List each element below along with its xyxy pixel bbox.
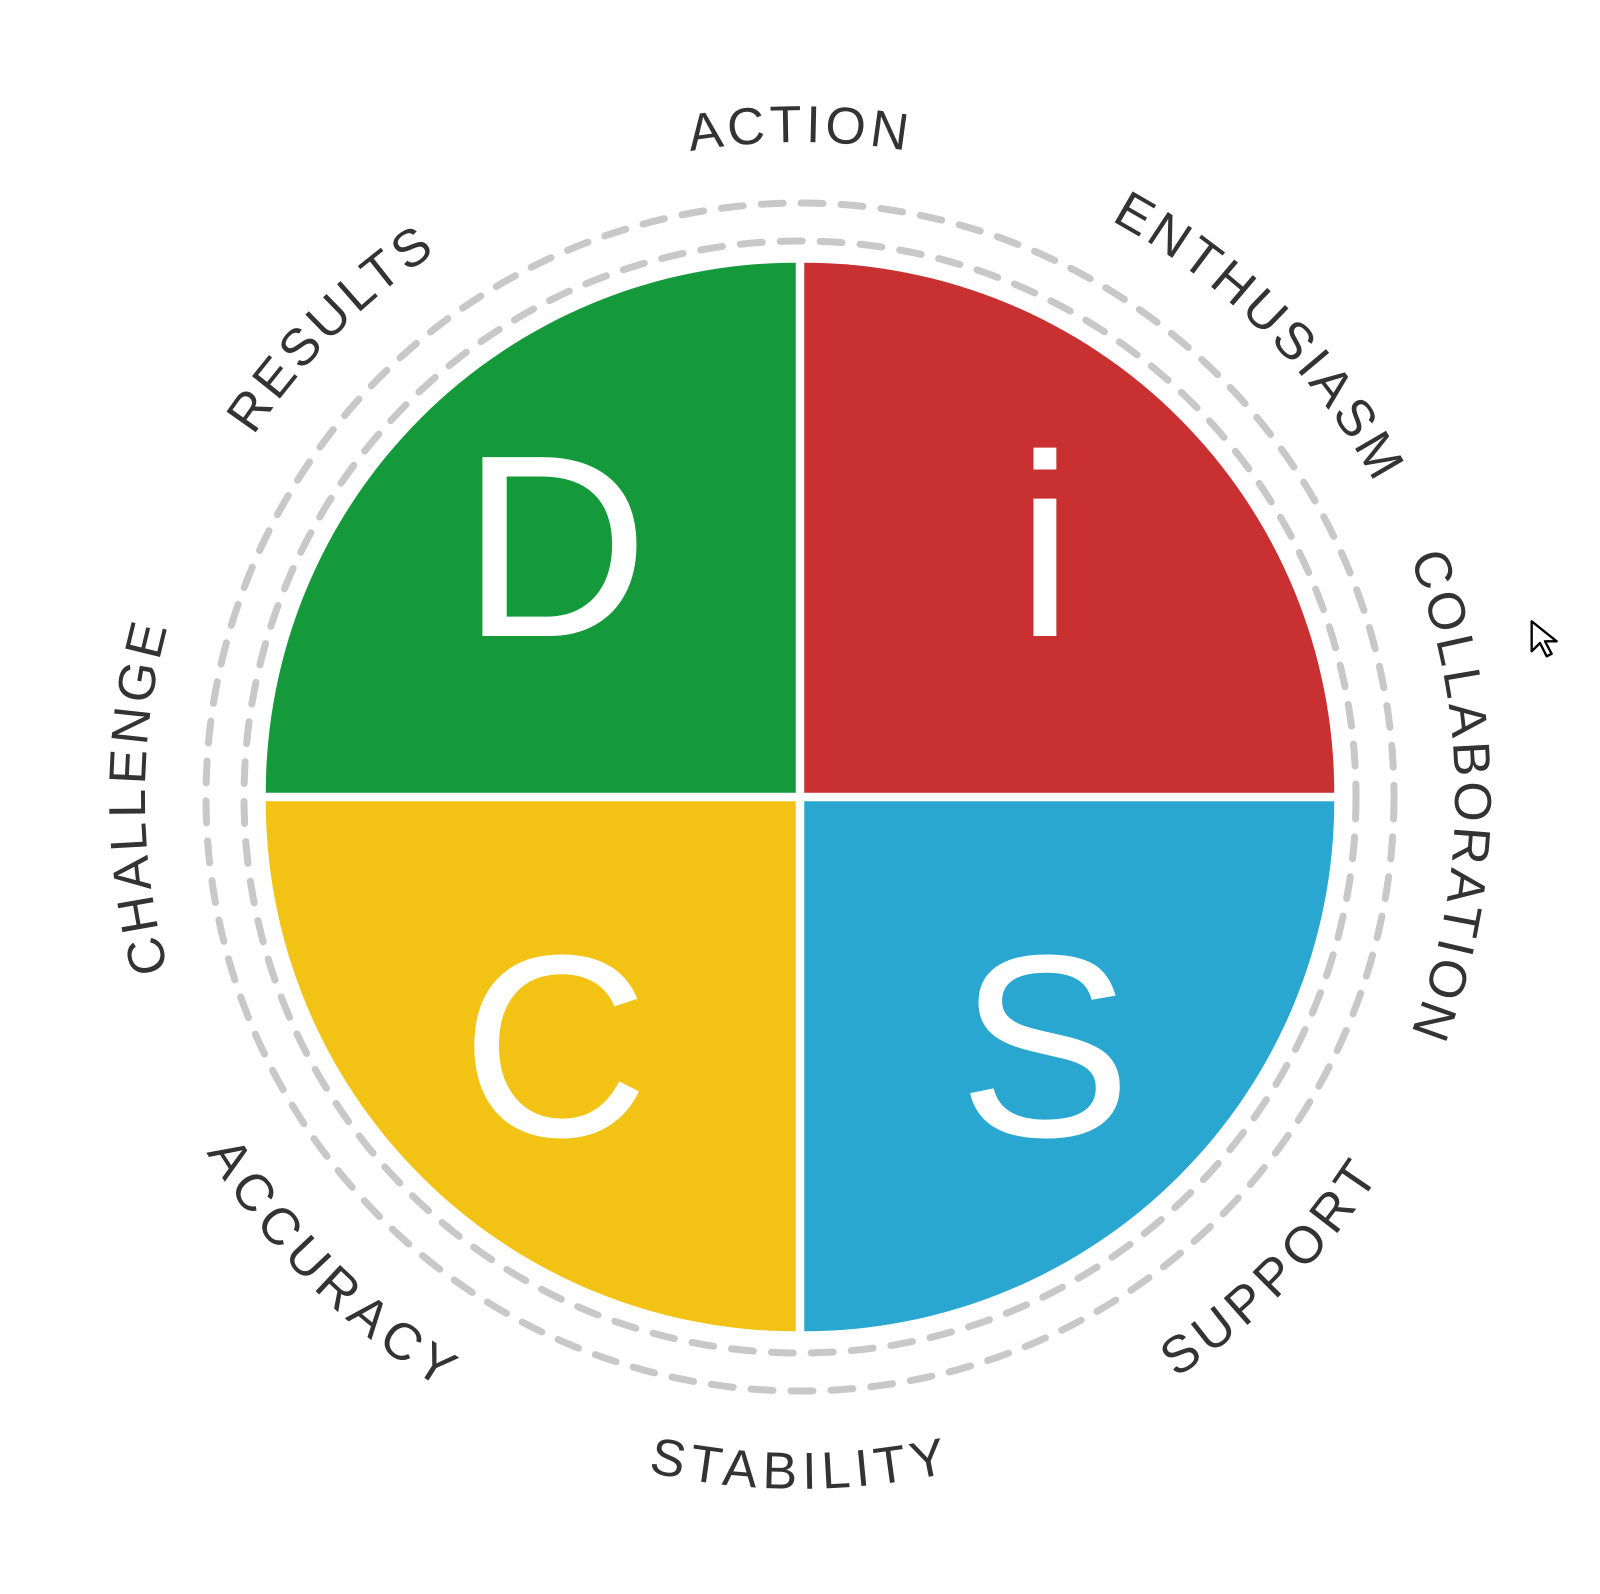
quadrant-letter-d: D: [461, 402, 649, 692]
ring-label-collaboration: COLLABORATION: [1399, 542, 1502, 1052]
quadrant-letter-s: S: [958, 902, 1131, 1192]
ring-label-action: ACTION: [684, 96, 916, 163]
disc-diagram-svg: DiCSACTIONENTHUSIASMCOLLABORATIONSUPPORT…: [50, 47, 1550, 1547]
ring-label-support: SUPPORT: [1150, 1147, 1391, 1388]
ring-label-challenge: CHALLENGE: [99, 613, 180, 982]
disc-diagram-stage: DiCSACTIONENTHUSIASMCOLLABORATIONSUPPORT…: [50, 47, 1550, 1547]
quadrant-letter-i: i: [1016, 402, 1074, 692]
ring-label-stability: STABILITY: [646, 1427, 955, 1501]
quadrant-letter-c: C: [461, 902, 649, 1192]
dashed-ring-inner: [244, 241, 1356, 1353]
ring-label-results: RESULTS: [216, 213, 446, 443]
dashed-ring-outer: [206, 203, 1394, 1391]
cursor-icon: [1525, 618, 1565, 658]
